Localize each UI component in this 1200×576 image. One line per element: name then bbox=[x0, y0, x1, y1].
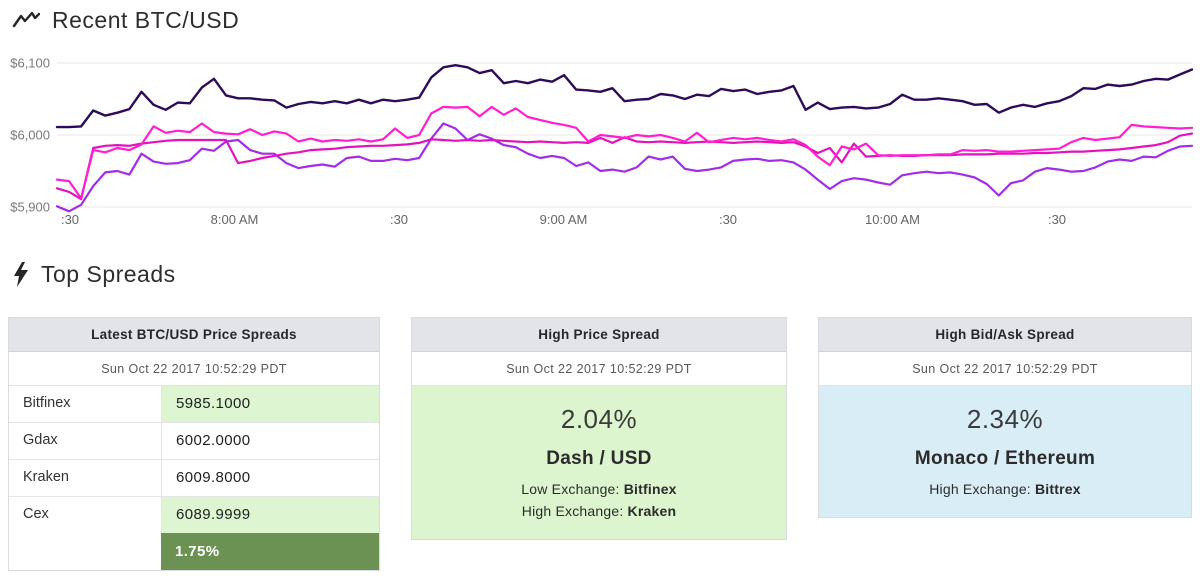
table-row-spread: 1.75% bbox=[9, 533, 379, 570]
chart-section-header: Recent BTC/USD bbox=[12, 7, 239, 34]
y-axis-tick-label: $6,000 bbox=[10, 128, 50, 143]
high-price-spread-timestamp: Sun Oct 22 2017 10:52:29 PDT bbox=[412, 352, 786, 386]
table-row: Cex 6089.9999 bbox=[9, 497, 379, 533]
exchange-name: Kraken bbox=[23, 469, 69, 485]
low-exchange-line: Low Exchange: Bitfinex bbox=[422, 481, 776, 497]
high-price-spread-title: High Price Spread bbox=[412, 318, 786, 352]
spread-cards-row: Latest BTC/USD Price Spreads Sun Oct 22 … bbox=[8, 317, 1192, 571]
x-axis-tick-label: 10:00 AM bbox=[865, 212, 920, 227]
high-price-spread-pair: Dash / USD bbox=[546, 448, 652, 469]
price-table-body: Bitfinex 5985.1000 Gdax 6002.0000 Kraken 6009… bbox=[9, 386, 379, 533]
price-spreads-card: Latest BTC/USD Price Spreads Sun Oct 22 … bbox=[8, 317, 380, 571]
table-row: Bitfinex 5985.1000 bbox=[9, 386, 379, 423]
bidask-high-exchange-label: High Exchange: bbox=[929, 481, 1031, 497]
high-bidask-spread-title: High Bid/Ask Spread bbox=[819, 318, 1191, 352]
exchange-price: 6009.8000 bbox=[161, 460, 379, 496]
price-spreads-timestamp: Sun Oct 22 2017 10:52:29 PDT bbox=[9, 352, 379, 386]
y-axis-tick-label: $5,900 bbox=[10, 200, 50, 215]
table-row: Kraken 6009.8000 bbox=[9, 460, 379, 497]
chart-title: Recent BTC/USD bbox=[52, 7, 240, 33]
series-magenta-line bbox=[55, 132, 1194, 201]
low-exchange-label: Low Exchange: bbox=[521, 481, 620, 497]
exchange-price: 6002.0000 bbox=[161, 423, 379, 459]
exchange-price: 5985.1000 bbox=[161, 386, 379, 422]
exchange-name: Cex bbox=[23, 506, 49, 522]
high-bidask-spread-pair: Monaco / Ethereum bbox=[914, 448, 1096, 469]
trend-line-icon bbox=[12, 10, 40, 32]
spread-row-empty-cell bbox=[9, 533, 161, 570]
high-price-spread-percent: 2.04% bbox=[560, 404, 638, 434]
spreads-title: Top Spreads bbox=[41, 261, 176, 287]
high-price-spread-card: High Price Spread Sun Oct 22 2017 10:52:… bbox=[411, 317, 787, 540]
y-axis-tick-label: $6,100 bbox=[10, 56, 50, 71]
low-exchange-name: Bitfinex bbox=[623, 481, 677, 497]
bidask-high-exchange-line: High Exchange: Bittrex bbox=[829, 481, 1181, 497]
lightning-bolt-icon bbox=[12, 261, 29, 288]
high-bidask-spread-timestamp: Sun Oct 22 2017 10:52:29 PDT bbox=[819, 352, 1191, 386]
high-bidask-spread-body: 2.34% Monaco / Ethereum High Exchange: B… bbox=[819, 386, 1191, 517]
high-exchange-label: High Exchange: bbox=[521, 503, 624, 519]
exchange-name: Bitfinex bbox=[23, 395, 71, 411]
price-spreads-card-title: Latest BTC/USD Price Spreads bbox=[9, 318, 379, 352]
x-axis-tick-label: :30 bbox=[719, 212, 737, 227]
series-violet-line bbox=[55, 122, 1194, 213]
exchange-price: 6089.9999 bbox=[161, 497, 379, 533]
high-price-spread-body: 2.04% Dash / USD Low Exchange: Bitfinex … bbox=[412, 386, 786, 539]
series-hot-pink-line bbox=[55, 105, 1194, 200]
spreads-section-header: Top Spreads bbox=[12, 261, 176, 288]
high-bidask-spread-percent: 2.34% bbox=[966, 404, 1044, 434]
high-exchange-name: Kraken bbox=[627, 503, 677, 519]
series-dark-purple-line bbox=[55, 64, 1194, 129]
spread-percent-badge: 1.75% bbox=[161, 533, 379, 570]
x-axis-tick-label: 8:00 AM bbox=[211, 212, 259, 227]
exchange-name: Gdax bbox=[23, 432, 58, 448]
high-exchange-line: High Exchange: Kraken bbox=[422, 503, 776, 519]
table-row: Gdax 6002.0000 bbox=[9, 423, 379, 460]
bidask-high-exchange-name: Bittrex bbox=[1035, 481, 1081, 497]
high-bidask-spread-card: High Bid/Ask Spread Sun Oct 22 2017 10:5… bbox=[818, 317, 1192, 518]
x-axis-tick-label: :30 bbox=[61, 212, 79, 227]
x-axis-tick-label: :30 bbox=[390, 212, 408, 227]
x-axis-tick-label: 9:00 AM bbox=[540, 212, 588, 227]
x-axis-tick-label: :30 bbox=[1048, 212, 1066, 227]
btc-usd-chart: $6,100 $6,000 $5,900 :30 8:00 AM :30 9:00 AM :3… bbox=[10, 56, 1194, 227]
